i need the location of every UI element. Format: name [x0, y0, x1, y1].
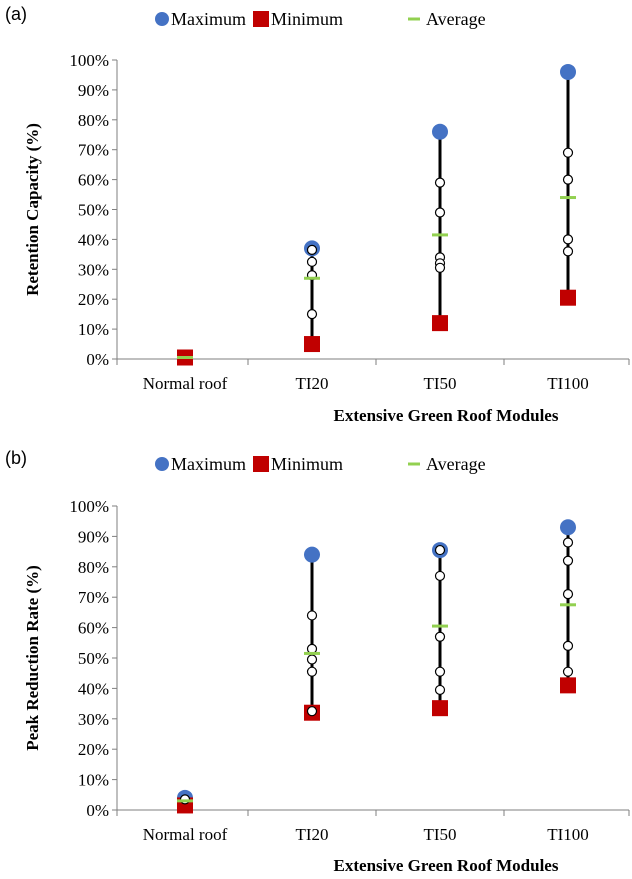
legend: Maximum Minimum Average: [155, 454, 486, 474]
observation-point: [306, 256, 318, 267]
observation-point: [306, 706, 318, 717]
y-tick-label: 50%: [78, 649, 109, 668]
observation-point: [562, 147, 574, 158]
y-tick-label: 70%: [78, 588, 109, 607]
y-tick-label: 70%: [78, 141, 109, 160]
y-tick-label: 60%: [78, 171, 109, 190]
observation-point: [306, 244, 318, 255]
y-tick-label: 30%: [78, 710, 109, 729]
observation-point: [434, 570, 446, 582]
legend-minimum-marker: [253, 11, 269, 27]
y-tick-label: 10%: [78, 320, 109, 339]
legend-average-label: Average: [426, 454, 486, 474]
y-tick-label: 80%: [78, 558, 109, 577]
observation-point: [562, 666, 574, 677]
y-tick-label: 10%: [78, 771, 109, 790]
observation-point: [434, 177, 446, 188]
y-tick-label: 20%: [78, 290, 109, 309]
x-tick-label: TI100: [547, 374, 589, 393]
minimum-point: [432, 315, 448, 332]
observation-point: [562, 537, 574, 548]
minimum-point: [560, 289, 576, 306]
x-tick-label: TI100: [547, 825, 589, 844]
maximum-point: [304, 546, 320, 563]
observation-point: [562, 246, 574, 257]
observation-point: [434, 631, 446, 642]
x-tick-label: Normal roof: [143, 825, 228, 844]
x-tick-label: TI50: [423, 825, 456, 844]
y-tick-label: 0%: [86, 801, 109, 820]
y-axis-title: Retention Capacity (%): [23, 123, 42, 296]
legend-maximum-label: Maximum: [171, 9, 246, 29]
observation-point: [562, 640, 574, 651]
legend-minimum-label: Minimum: [271, 9, 343, 29]
legend-maximum-marker: [155, 12, 169, 26]
chart-panel-a: Maximum Minimum Average 0% 10% 20% 30% 40% 50% 60…: [23, 9, 630, 425]
y-tick-label: 100%: [69, 497, 109, 516]
minimum-point: [304, 336, 320, 353]
y-tick-label: 90%: [78, 81, 109, 100]
x-tick-label: Normal roof: [143, 374, 228, 393]
observation-point: [434, 207, 446, 218]
maximum-point: [560, 63, 576, 80]
panel-label-a: (a): [5, 4, 27, 24]
y-tick-label: 100%: [69, 51, 109, 70]
y-tick-label: 20%: [78, 740, 109, 759]
observation-point: [562, 555, 574, 566]
legend: Maximum Minimum Average: [155, 9, 486, 29]
observation-point: [562, 174, 574, 185]
y-tick-label: 60%: [78, 619, 109, 638]
maximum-point: [560, 519, 576, 536]
observation-point: [179, 794, 191, 805]
legend-minimum-marker: [253, 456, 269, 472]
x-tick-label: TI20: [295, 825, 328, 844]
observation-point: [434, 544, 446, 556]
observation-point: [562, 234, 574, 245]
y-tick-label: 40%: [78, 679, 109, 698]
observation-point: [306, 654, 318, 665]
minimum-point: [432, 700, 448, 717]
observation-point: [306, 610, 318, 621]
panel-label-b: (b): [5, 448, 27, 468]
y-tick-label: 40%: [78, 230, 109, 249]
y-tick-label: 0%: [86, 350, 109, 369]
observation-point: [434, 684, 446, 696]
y-tick-label: 80%: [78, 111, 109, 130]
y-tick-label: 50%: [78, 201, 109, 220]
y-tick-label: 30%: [78, 260, 109, 279]
observation-point: [562, 589, 574, 600]
y-axis-title: Peak Reduction Rate (%): [23, 565, 42, 751]
x-axis-title: Extensive Green Roof Modules: [334, 406, 559, 425]
observation-point: [306, 309, 318, 320]
legend-maximum-label: Maximum: [171, 454, 246, 474]
x-tick-label: TI20: [295, 374, 328, 393]
maximum-point: [432, 123, 448, 140]
legend-maximum-marker: [155, 457, 169, 471]
observation-point: [306, 666, 318, 677]
observation-point: [434, 666, 446, 677]
observation-point: [434, 262, 446, 273]
y-tick-label: 90%: [78, 527, 109, 546]
chart-panel-b: Maximum Minimum Average 0% 10% 20% 30% 40% 50% 60…: [23, 454, 630, 875]
legend-average-label: Average: [426, 9, 486, 29]
x-tick-label: TI50: [423, 374, 456, 393]
legend-minimum-label: Minimum: [271, 454, 343, 474]
minimum-point: [560, 677, 576, 694]
x-axis-title: Extensive Green Roof Modules: [334, 856, 559, 875]
